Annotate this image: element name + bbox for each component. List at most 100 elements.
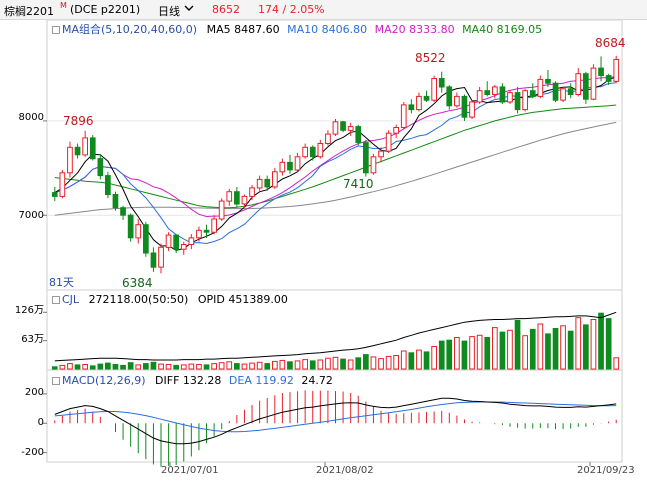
- candle-body: [476, 90, 483, 103]
- ma40-line: [54, 104, 617, 209]
- volume-bar: [196, 364, 202, 370]
- candle: [158, 243, 164, 274]
- price-annotation: 8684: [595, 36, 626, 50]
- volume-bar: [279, 359, 286, 370]
- legend-box-icon: [52, 26, 60, 34]
- x-axis-label: 2021/08/02: [316, 465, 374, 476]
- volume-bar: [469, 336, 475, 370]
- volume-bar: [135, 364, 142, 370]
- volume-bar: [59, 364, 66, 370]
- candle: [279, 158, 286, 176]
- candle: [583, 71, 589, 104]
- candle-body: [416, 95, 422, 111]
- candle: [325, 130, 331, 146]
- candle: [575, 68, 582, 97]
- macd-y-label: 200: [24, 387, 44, 398]
- candle-body: [370, 156, 377, 174]
- candle-body: [127, 214, 134, 239]
- candle: [340, 120, 346, 133]
- instrument-code: (DCE p2201): [70, 3, 141, 16]
- volume-bar: [203, 364, 210, 370]
- candle: [67, 141, 73, 178]
- candle-body: [135, 224, 142, 239]
- volume-bar: [234, 363, 240, 370]
- candle: [120, 205, 126, 220]
- main-contract-tag: M: [60, 1, 67, 10]
- candle-body: [378, 150, 384, 158]
- volume-bar: [256, 361, 263, 370]
- volume-bar: [431, 346, 437, 370]
- macd-indicator-legend[interactable]: MACD(12,26,9) DIFF 132.28 DEA 119.92 24.…: [52, 374, 333, 387]
- candle-body: [613, 58, 620, 82]
- x-axis-label: 2021/07/01: [161, 465, 219, 476]
- candle: [332, 119, 339, 136]
- candle: [51, 186, 58, 202]
- dea-value: DEA 119.92: [228, 374, 294, 387]
- days-count-label: 81天: [49, 276, 74, 289]
- volume-bar: [105, 362, 111, 370]
- instrument-name[interactable]: 棕榈2201: [4, 5, 54, 18]
- candle-body: [537, 78, 544, 97]
- candle: [378, 147, 384, 163]
- candle-body: [492, 86, 498, 95]
- volume-bar: [400, 350, 407, 370]
- candle-body: [196, 229, 202, 239]
- volume-bar: [438, 340, 445, 370]
- candle-body: [347, 126, 354, 131]
- volume-bar: [393, 355, 399, 370]
- candle: [522, 88, 528, 112]
- volume-bar: [560, 325, 566, 370]
- candle: [249, 185, 255, 201]
- volume-bar: [590, 319, 597, 370]
- candle: [150, 247, 157, 272]
- volume-bar: [67, 363, 73, 370]
- main-y-label: 8000: [18, 112, 44, 123]
- candle-body: [514, 92, 521, 111]
- candle: [400, 102, 407, 130]
- last-price: 8652: [212, 3, 240, 16]
- candle-body: [590, 67, 597, 100]
- volume-bar: [537, 323, 544, 370]
- candle: [105, 171, 111, 199]
- volume-bar: [180, 364, 187, 370]
- volume-bar: [97, 363, 104, 370]
- volume-bar: [165, 364, 172, 370]
- candle: [385, 130, 392, 153]
- candle-body: [317, 143, 324, 158]
- period-selector[interactable]: 日线: [158, 5, 180, 18]
- candle-body: [256, 178, 263, 189]
- candle: [423, 90, 430, 103]
- volume-bar: [150, 361, 157, 370]
- volume-bar: [120, 364, 126, 370]
- volume-bar: [598, 312, 604, 370]
- volume-bar: [317, 359, 324, 370]
- main-indicator-legend[interactable]: MA组合(5,10,20,40,60,0) MA5 8487.60 MA10 8…: [52, 23, 542, 36]
- price-annotation: 7896: [63, 114, 94, 128]
- chevron-down-icon[interactable]: [184, 2, 194, 17]
- macd-indicator-name: MACD(12,26,9): [62, 374, 146, 387]
- candle-body: [552, 82, 559, 101]
- volume-bar: [363, 354, 369, 370]
- volume-indicator-legend[interactable]: CJL 272118.00(50:50) OPID 451389.00: [52, 293, 288, 306]
- candle: [454, 92, 460, 108]
- candle: [355, 124, 362, 146]
- candle-body: [203, 229, 210, 233]
- candle: [560, 86, 566, 103]
- candle: [226, 188, 233, 206]
- candle-body: [355, 126, 362, 144]
- candle-body: [567, 88, 574, 96]
- volume-bar: [143, 363, 149, 370]
- candle: [476, 86, 483, 104]
- candle-body: [165, 234, 172, 248]
- candle: [188, 234, 195, 250]
- candle: [82, 130, 89, 157]
- ma20-line: [54, 76, 617, 218]
- price-annotation: 8522: [415, 51, 446, 65]
- candle-body: [279, 161, 286, 173]
- candle-body: [143, 224, 149, 254]
- volume-bar: [446, 339, 453, 370]
- volume-bar: [492, 327, 498, 370]
- candle-body: [431, 78, 437, 101]
